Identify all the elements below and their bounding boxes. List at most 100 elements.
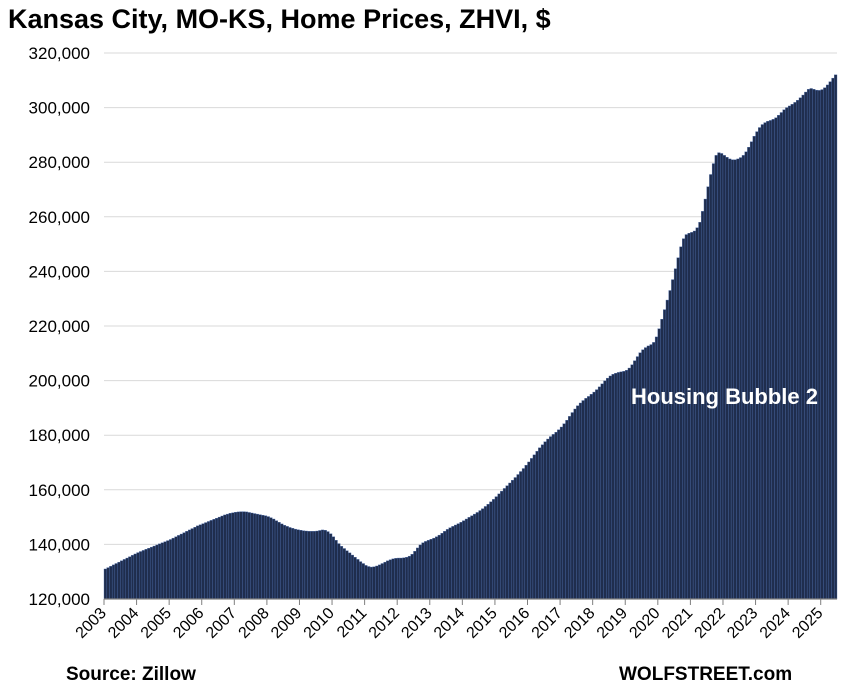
bar — [174, 536, 178, 600]
bar — [149, 546, 154, 600]
bar — [435, 536, 439, 600]
bar — [649, 344, 653, 600]
x-tick-label: 2025 — [789, 605, 826, 642]
bar — [524, 465, 528, 600]
bar — [747, 147, 751, 600]
x-tick-label: 2012 — [366, 605, 403, 642]
bar — [190, 528, 194, 600]
bar — [682, 238, 686, 600]
bar — [152, 545, 156, 600]
bar — [323, 530, 327, 600]
bar — [532, 454, 536, 600]
bar — [345, 550, 349, 600]
bar — [304, 530, 308, 600]
bar — [549, 436, 553, 600]
bar — [793, 102, 797, 600]
bar — [690, 232, 694, 600]
bar — [220, 515, 224, 600]
bar — [538, 447, 542, 600]
bar — [451, 526, 455, 600]
x-tick-labels: 2003200420052006200720082009201020112012… — [73, 599, 827, 642]
bar — [711, 163, 716, 600]
bar — [595, 389, 599, 600]
bar — [296, 529, 300, 600]
bar — [144, 549, 148, 600]
bar — [405, 557, 409, 600]
bar — [236, 511, 240, 600]
bar — [337, 543, 341, 600]
bar — [242, 511, 246, 600]
bar — [505, 485, 509, 600]
bar — [391, 558, 395, 600]
bar — [166, 540, 170, 600]
bar — [771, 119, 775, 600]
bar — [456, 523, 460, 600]
bar — [228, 513, 232, 600]
x-tick-label: 2003 — [73, 605, 110, 642]
bar — [410, 554, 414, 600]
bar — [397, 557, 401, 600]
bar — [502, 488, 506, 600]
bar — [486, 504, 490, 600]
bar — [676, 257, 680, 600]
x-tick-label: 2022 — [692, 605, 729, 642]
bar — [326, 531, 330, 600]
bar — [364, 565, 368, 600]
bar — [168, 539, 173, 600]
bar — [660, 319, 664, 600]
bar — [163, 541, 167, 600]
bar — [535, 451, 539, 600]
bar — [489, 501, 493, 600]
bar — [443, 531, 447, 600]
bar — [462, 520, 466, 600]
bar — [749, 141, 754, 600]
bar — [239, 511, 243, 600]
bar — [739, 157, 743, 600]
bar — [687, 233, 691, 600]
bar — [665, 299, 669, 600]
bar — [206, 521, 211, 600]
bar — [399, 557, 403, 600]
y-tick-label: 240,000 — [29, 262, 90, 281]
bar — [497, 493, 501, 600]
bar — [790, 104, 794, 600]
bar — [283, 525, 287, 600]
bar — [570, 412, 574, 600]
bar — [679, 246, 683, 600]
bar — [318, 530, 322, 600]
bar — [741, 155, 745, 600]
bar — [350, 554, 354, 600]
bar — [266, 516, 270, 600]
bar — [557, 429, 561, 600]
annotation-housing-bubble: Housing Bubble 2 — [631, 384, 818, 409]
bar — [386, 560, 390, 600]
bar — [117, 561, 121, 600]
y-tick-label: 220,000 — [29, 317, 90, 336]
bar — [160, 542, 164, 600]
bar — [361, 563, 365, 600]
bar — [201, 523, 205, 600]
bar — [728, 158, 732, 600]
bar — [777, 115, 781, 600]
bar — [367, 566, 371, 600]
brand-label: WOLFSTREET.com — [619, 664, 793, 685]
bar — [828, 81, 832, 600]
bar — [109, 566, 113, 600]
x-tick-label: 2008 — [236, 605, 273, 642]
bar — [820, 89, 824, 600]
bar — [695, 227, 699, 600]
bar — [730, 159, 735, 600]
bar — [608, 375, 612, 600]
bar — [519, 471, 523, 600]
x-tick-label: 2013 — [398, 605, 435, 642]
bar — [234, 512, 238, 600]
bar — [182, 532, 186, 600]
x-tick-label: 2005 — [138, 605, 175, 642]
bar — [733, 159, 737, 600]
bar — [348, 552, 352, 600]
bar — [823, 87, 827, 600]
bar — [437, 534, 441, 600]
bar — [755, 131, 759, 600]
bar — [253, 513, 257, 600]
bar — [424, 541, 428, 600]
